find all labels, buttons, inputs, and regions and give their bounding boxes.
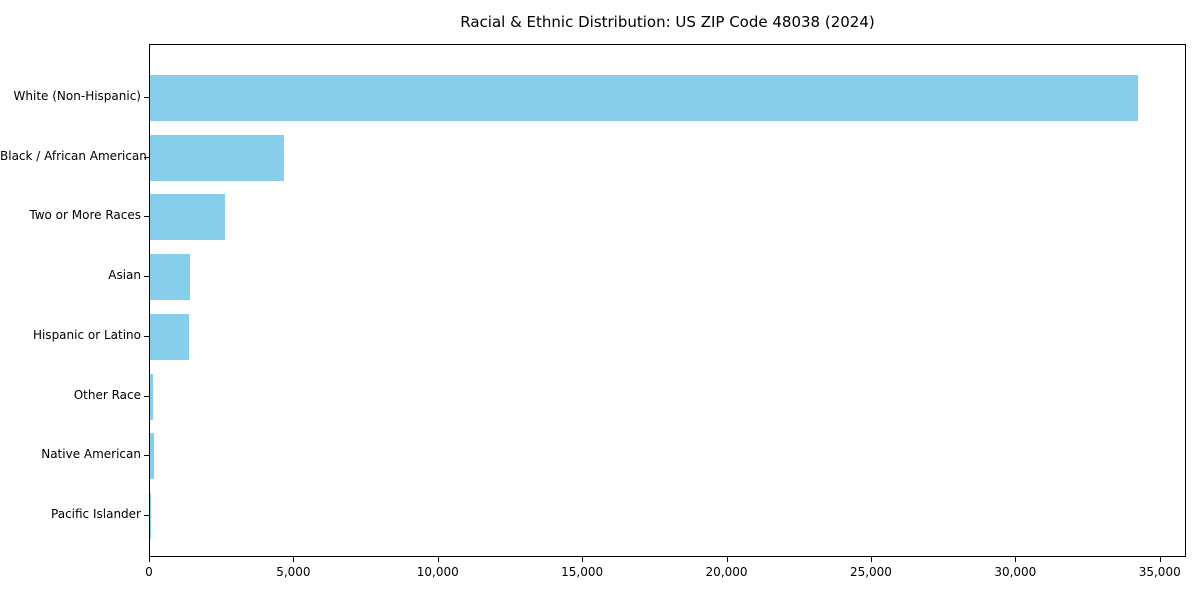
category-label: Pacific Islander xyxy=(51,506,141,521)
bar xyxy=(150,75,1138,121)
x-tick-mark xyxy=(293,557,295,562)
category-label: Black / African American xyxy=(0,148,147,163)
x-tick-mark xyxy=(1015,557,1017,562)
x-tick-label: 5,000 xyxy=(276,565,311,579)
x-tick-label: 15,000 xyxy=(561,565,604,579)
category-label: Hispanic or Latino xyxy=(32,327,141,342)
x-tick-mark xyxy=(870,557,872,562)
plot-area xyxy=(149,44,1186,557)
x-tick-mark xyxy=(149,557,150,562)
y-tick-mark xyxy=(144,395,149,397)
bar xyxy=(150,373,153,420)
category-label: White (Non-Hispanic) xyxy=(13,89,141,103)
x-tick-mark xyxy=(726,557,728,562)
x-tick-label: 0 xyxy=(145,565,153,579)
category-label: Native American xyxy=(41,447,141,462)
y-tick-mark xyxy=(144,97,149,98)
x-tick-mark xyxy=(1159,557,1161,562)
category-label: Two or More Races xyxy=(29,208,141,223)
bar xyxy=(150,134,285,181)
x-tick-mark xyxy=(582,557,584,562)
y-tick-mark xyxy=(144,276,149,278)
bar xyxy=(150,433,154,480)
x-tick-label: 35,000 xyxy=(1138,565,1181,579)
category-label: Asian xyxy=(108,268,141,283)
y-tick-mark xyxy=(144,335,149,337)
x-tick-label: 20,000 xyxy=(705,565,748,579)
x-tick-label: 30,000 xyxy=(994,565,1037,579)
bar xyxy=(150,194,226,241)
bar xyxy=(150,254,190,301)
x-tick-mark xyxy=(437,557,439,562)
category-label: Other Race xyxy=(73,387,141,402)
x-tick-label: 25,000 xyxy=(849,565,892,579)
x-tick-label: 10,000 xyxy=(416,565,459,579)
bar xyxy=(150,313,189,360)
chart-title: Racial & Ethnic Distribution: US ZIP Cod… xyxy=(460,13,875,31)
y-tick-mark xyxy=(144,216,149,218)
y-tick-mark xyxy=(144,156,149,158)
y-tick-mark xyxy=(144,455,149,457)
y-tick-mark xyxy=(144,514,149,516)
